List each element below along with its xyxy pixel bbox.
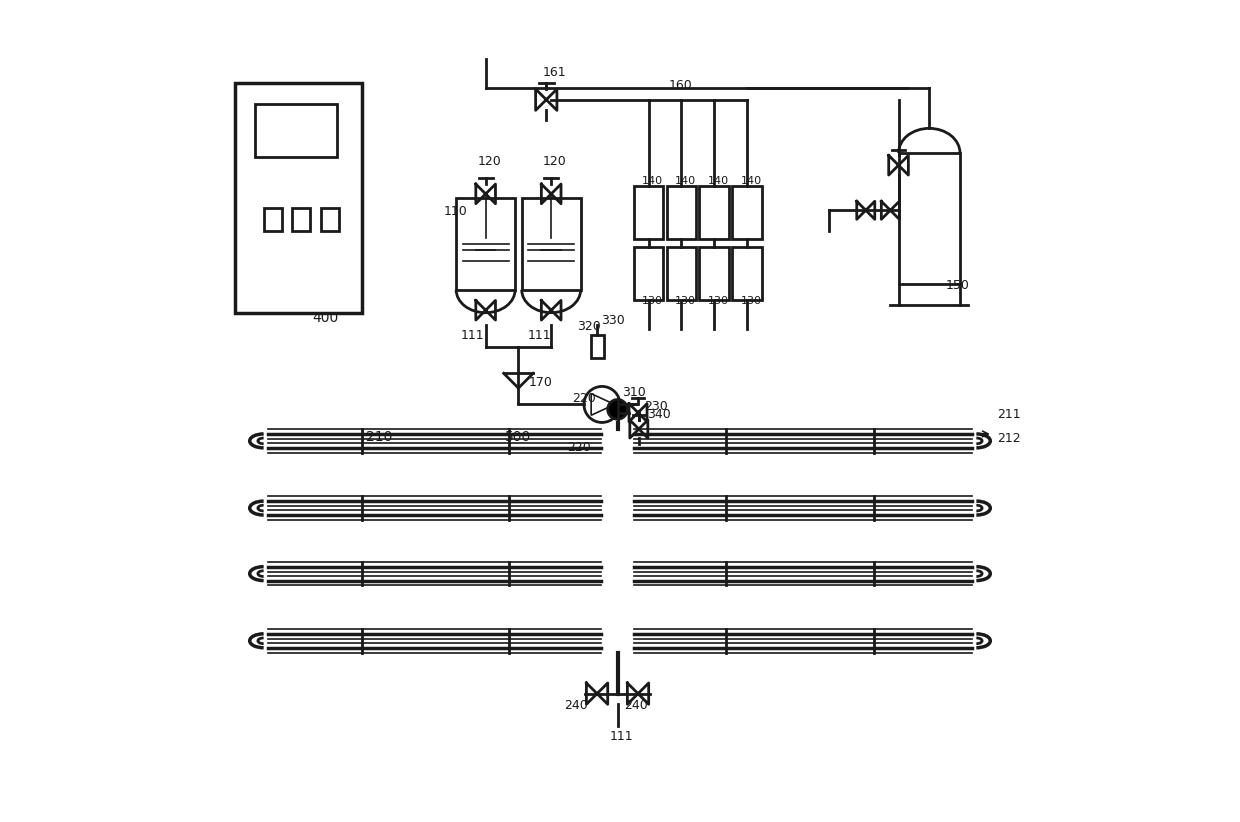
Text: 110: 110 <box>444 206 467 219</box>
Text: 240: 240 <box>624 699 647 712</box>
Bar <box>667 186 696 239</box>
Bar <box>255 104 337 157</box>
Bar <box>590 335 604 358</box>
Text: 150: 150 <box>946 279 970 292</box>
Text: 240: 240 <box>564 699 588 712</box>
Text: 330: 330 <box>601 315 625 327</box>
Bar <box>899 153 960 284</box>
Text: 220: 220 <box>567 441 590 455</box>
Circle shape <box>608 399 627 419</box>
Bar <box>321 208 339 231</box>
Text: 211: 211 <box>997 408 1021 421</box>
Bar <box>456 198 515 290</box>
Text: 160: 160 <box>670 79 693 91</box>
Bar <box>234 83 362 312</box>
Text: 320: 320 <box>577 321 600 333</box>
Text: 310: 310 <box>622 386 646 399</box>
Bar <box>634 247 663 300</box>
Bar <box>699 247 729 300</box>
Bar <box>667 247 696 300</box>
Bar <box>733 247 761 300</box>
Text: 220: 220 <box>573 392 596 405</box>
Text: 130: 130 <box>708 296 729 306</box>
Text: 111: 111 <box>609 730 632 743</box>
Text: 111: 111 <box>460 329 484 342</box>
Bar <box>293 208 310 231</box>
Text: 130: 130 <box>675 296 696 306</box>
Text: 400: 400 <box>312 311 339 325</box>
Bar <box>699 186 729 239</box>
Bar <box>634 186 663 239</box>
Bar <box>522 198 580 290</box>
Text: 111: 111 <box>527 329 551 342</box>
Text: 500: 500 <box>506 430 532 444</box>
Text: 140: 140 <box>708 176 729 186</box>
Text: 161: 161 <box>543 67 567 79</box>
Bar <box>733 186 761 239</box>
Text: 130: 130 <box>740 296 761 306</box>
Text: 210: 210 <box>366 430 392 444</box>
Text: 140: 140 <box>642 176 663 186</box>
Text: 340: 340 <box>647 408 671 421</box>
Text: 170: 170 <box>528 376 552 389</box>
Text: 230: 230 <box>645 399 668 413</box>
Text: 120: 120 <box>477 155 501 168</box>
Text: 212: 212 <box>997 432 1021 445</box>
Text: 140: 140 <box>740 176 761 186</box>
Text: 140: 140 <box>675 176 696 186</box>
Text: 130: 130 <box>642 296 663 306</box>
Text: 120: 120 <box>543 155 567 168</box>
Bar <box>264 208 281 231</box>
Circle shape <box>584 386 620 423</box>
